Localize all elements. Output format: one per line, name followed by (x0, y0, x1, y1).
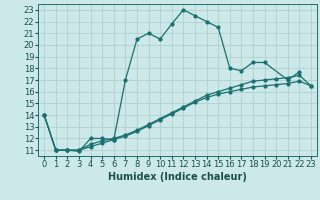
X-axis label: Humidex (Indice chaleur): Humidex (Indice chaleur) (108, 172, 247, 182)
